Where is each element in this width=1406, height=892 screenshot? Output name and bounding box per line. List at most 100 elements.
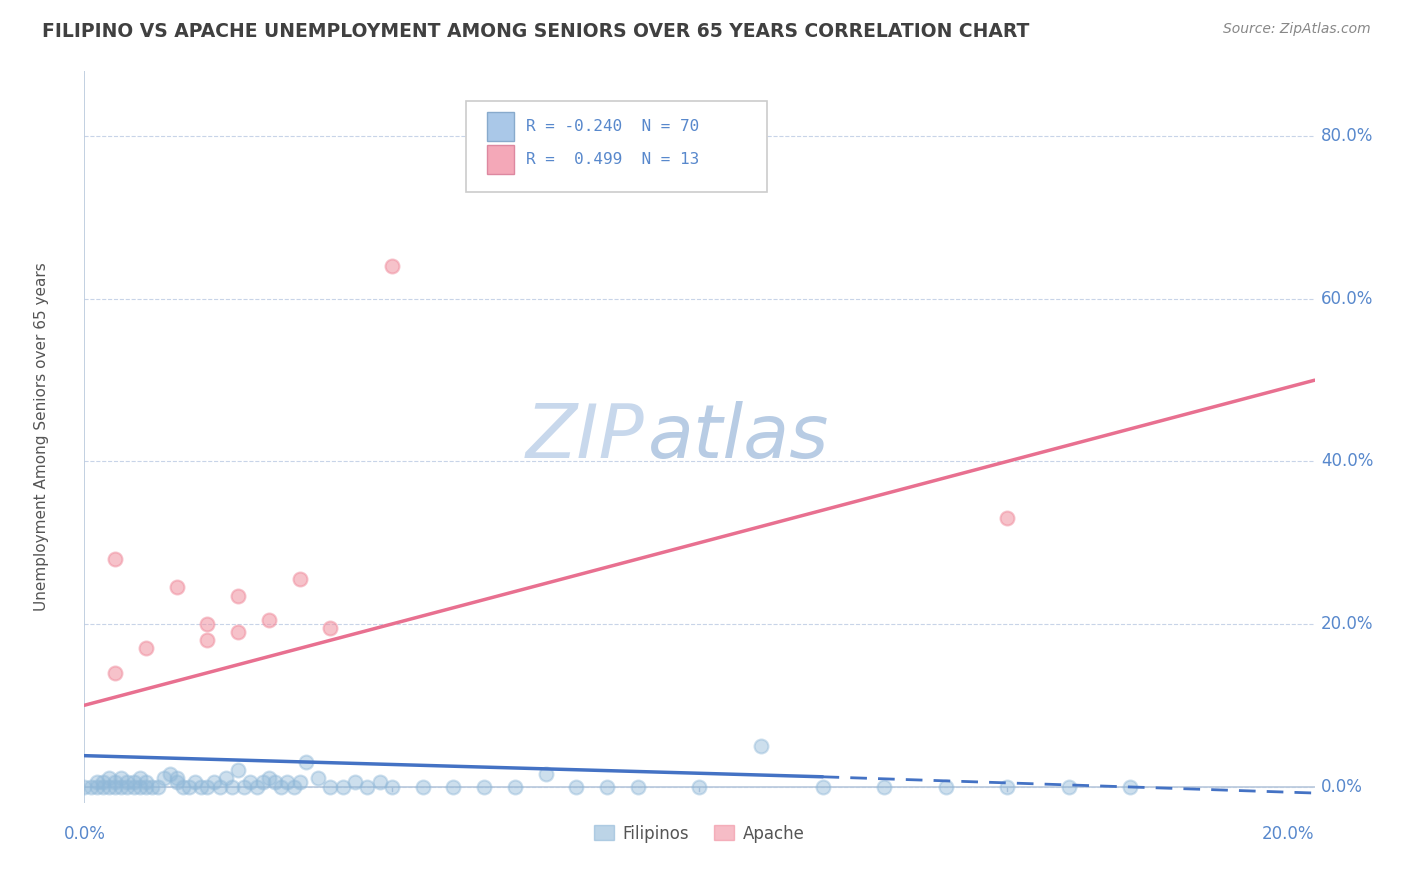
Text: 20.0%: 20.0% [1263, 825, 1315, 843]
Point [135, 780, 157, 794]
Point [98, 772, 120, 786]
Point [202, 775, 225, 789]
Point [873, 780, 896, 794]
Point [257, 613, 280, 627]
Point [344, 775, 367, 789]
Point [128, 772, 150, 786]
Point [412, 780, 434, 794]
Point [332, 780, 354, 794]
Point [117, 775, 139, 789]
Point [307, 772, 329, 786]
Point [319, 780, 342, 794]
Point [627, 780, 650, 794]
Text: Unemployment Among Seniors over 65 years: Unemployment Among Seniors over 65 years [34, 263, 49, 611]
Point [141, 780, 163, 794]
Text: 0.0%: 0.0% [1320, 778, 1362, 796]
Point [215, 772, 238, 786]
Point [811, 780, 834, 794]
Point [233, 780, 256, 794]
Point [208, 780, 231, 794]
FancyBboxPatch shape [486, 145, 513, 174]
Text: ZIP: ZIP [526, 401, 644, 473]
Point [252, 775, 274, 789]
Point [166, 772, 188, 786]
Point [104, 665, 127, 680]
Point [288, 572, 311, 586]
Point [184, 775, 207, 789]
Legend: Filipinos, Apache: Filipinos, Apache [588, 818, 811, 849]
Text: FILIPINO VS APACHE UNEMPLOYMENT AMONG SENIORS OVER 65 YEARS CORRELATION CHART: FILIPINO VS APACHE UNEMPLOYMENT AMONG SE… [42, 22, 1029, 41]
Point [73, 780, 96, 794]
Point [135, 641, 157, 656]
Text: R = -0.240  N = 70: R = -0.240 N = 70 [526, 119, 699, 134]
Point [148, 780, 170, 794]
Point [91, 775, 114, 789]
Point [226, 589, 249, 603]
Point [1119, 780, 1142, 794]
Point [689, 780, 711, 794]
Text: 80.0%: 80.0% [1320, 128, 1374, 145]
Point [995, 511, 1018, 525]
Point [190, 780, 212, 794]
Point [197, 780, 219, 794]
Point [443, 780, 465, 794]
Point [534, 767, 557, 781]
Point [104, 780, 127, 794]
Point [749, 739, 772, 753]
Point [381, 260, 404, 274]
Point [368, 775, 391, 789]
Point [98, 780, 120, 794]
Point [172, 780, 194, 794]
Point [472, 780, 495, 794]
Point [128, 780, 150, 794]
Point [503, 780, 526, 794]
Point [295, 755, 318, 769]
Point [86, 775, 108, 789]
Point [104, 552, 127, 566]
Text: 20.0%: 20.0% [1320, 615, 1374, 633]
Point [257, 772, 280, 786]
Point [177, 780, 200, 794]
Point [86, 780, 108, 794]
Point [221, 780, 243, 794]
Text: 0.0%: 0.0% [63, 825, 105, 843]
Point [239, 775, 262, 789]
Point [166, 581, 188, 595]
Text: 40.0%: 40.0% [1320, 452, 1374, 470]
Point [356, 780, 378, 794]
Point [122, 780, 145, 794]
Text: atlas: atlas [648, 401, 830, 473]
Point [197, 633, 219, 648]
Point [135, 775, 157, 789]
Point [166, 775, 188, 789]
Point [935, 780, 957, 794]
Point [159, 767, 181, 781]
Point [79, 780, 101, 794]
Point [283, 780, 305, 794]
Point [117, 780, 139, 794]
Point [264, 775, 287, 789]
Point [104, 775, 127, 789]
Point [381, 780, 404, 794]
Point [197, 617, 219, 632]
Text: 60.0%: 60.0% [1320, 290, 1374, 308]
Point [276, 775, 298, 789]
Point [995, 780, 1018, 794]
Point [1057, 780, 1080, 794]
Point [288, 775, 311, 789]
Point [110, 780, 132, 794]
FancyBboxPatch shape [465, 101, 768, 192]
Point [596, 780, 619, 794]
Point [270, 780, 292, 794]
FancyBboxPatch shape [486, 112, 513, 141]
Text: R =  0.499  N = 13: R = 0.499 N = 13 [526, 152, 699, 167]
Point [110, 772, 132, 786]
Text: Source: ZipAtlas.com: Source: ZipAtlas.com [1223, 22, 1371, 37]
Point [91, 780, 114, 794]
Point [226, 764, 249, 778]
Point [122, 775, 145, 789]
Point [226, 625, 249, 640]
Point [246, 780, 269, 794]
Point [153, 772, 176, 786]
Point [565, 780, 588, 794]
